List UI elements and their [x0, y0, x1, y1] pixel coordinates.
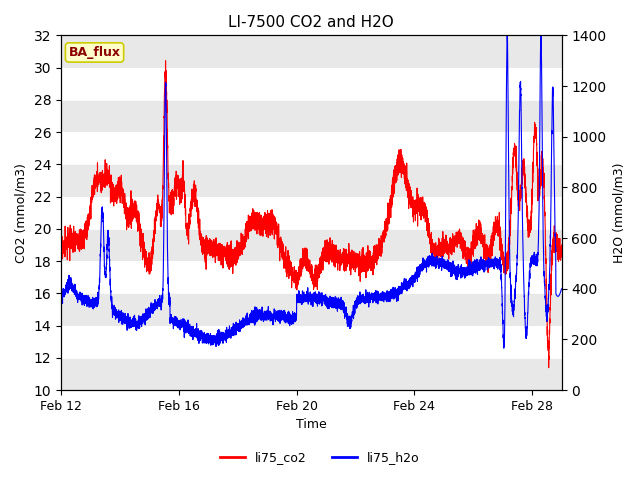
Title: LI-7500 CO2 and H2O: LI-7500 CO2 and H2O [228, 15, 394, 30]
Bar [61, 261, 561, 293]
Bar [61, 68, 561, 100]
X-axis label: Time: Time [296, 419, 326, 432]
Bar [61, 325, 561, 358]
Text: BA_flux: BA_flux [68, 46, 120, 59]
Bar [61, 197, 561, 229]
Legend: li75_co2, li75_h2o: li75_co2, li75_h2o [215, 446, 425, 469]
Y-axis label: H2O (mmol/m3): H2O (mmol/m3) [612, 162, 625, 263]
Bar [61, 132, 561, 164]
Y-axis label: CO2 (mmol/m3): CO2 (mmol/m3) [15, 163, 28, 263]
